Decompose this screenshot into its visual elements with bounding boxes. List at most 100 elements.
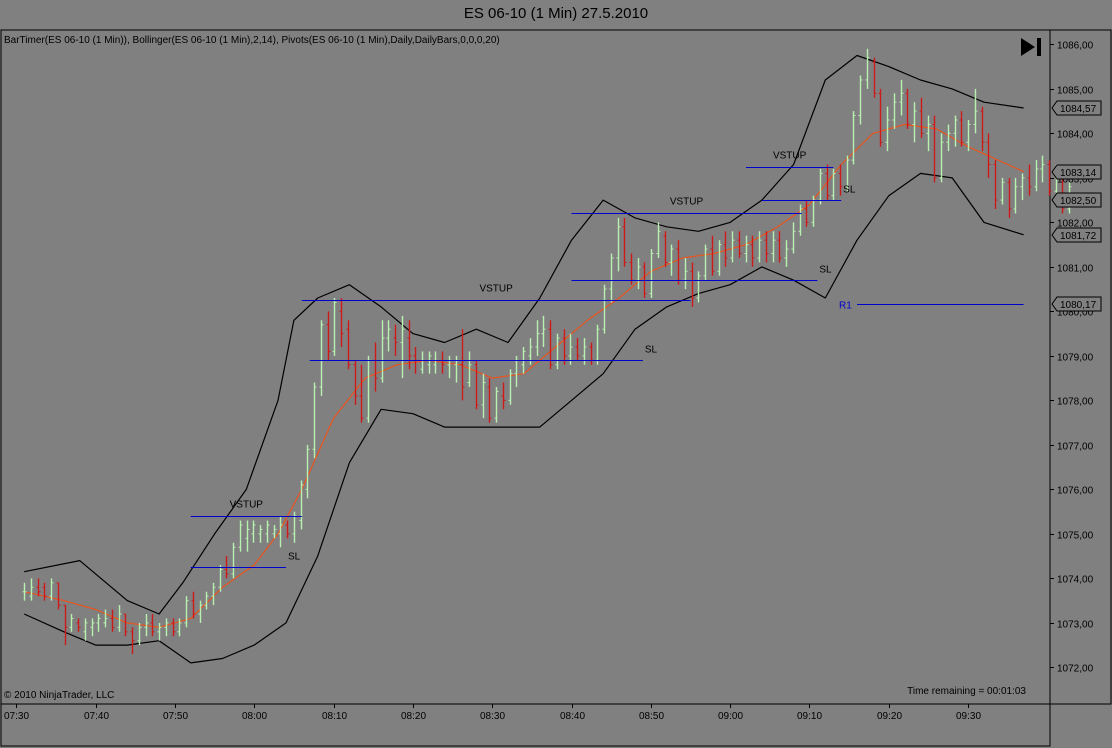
price-bar: [494, 387, 499, 423]
level-label: SL: [819, 265, 832, 276]
price-bar: [56, 582, 61, 610]
price-marker: 1080,17: [1051, 296, 1102, 312]
price-bar: [326, 311, 331, 361]
price-bar: [595, 324, 600, 365]
price-bar: [508, 369, 513, 405]
price-bar: [616, 217, 621, 272]
price-bar: [602, 284, 607, 334]
price-bar: [460, 329, 465, 401]
price-bar: [137, 622, 142, 646]
price-bar: [386, 320, 391, 352]
price-bar: [69, 613, 74, 632]
time-tick-label: 09:00: [718, 711, 743, 722]
time-tick-label: 08:40: [560, 711, 585, 722]
price-bar: [49, 578, 54, 601]
price-tick-label: 1080,00: [1057, 308, 1094, 319]
price-marker-label: 1081,72: [1060, 231, 1097, 242]
price-bar: [42, 582, 47, 601]
price-bar: [467, 351, 472, 388]
indicator-description: BarTimer(ES 06-10 (1 Min)), Bollinger(ES…: [4, 35, 500, 46]
price-bar: [103, 609, 108, 628]
level-label: SL: [645, 345, 658, 356]
price-bar: [332, 298, 337, 356]
price-bar: [191, 591, 196, 619]
price-bar: [899, 79, 904, 116]
price-axis-frame: [1049, 29, 1112, 705]
price-bar: [63, 604, 68, 646]
window-title: ES 06-10 (1 Min) 27.5.2010: [463, 5, 649, 22]
price-bar: [305, 444, 310, 499]
skip-to-end-icon[interactable]: [1021, 38, 1041, 56]
price-bar: [548, 320, 553, 370]
bollinger-bands: [23, 54, 1024, 664]
price-bar: [589, 342, 594, 365]
plot-frame: [0, 29, 1051, 705]
price-bar: [278, 516, 283, 548]
level-label: VSTUP: [230, 500, 264, 511]
price-bar: [1034, 160, 1039, 192]
price-bar: [1047, 160, 1052, 196]
price-bar: [265, 520, 270, 543]
price-bar: [804, 200, 809, 227]
price-tick-label: 1076,00: [1057, 486, 1094, 497]
price-bar: [238, 520, 243, 552]
time-tick-label: 07:50: [163, 711, 188, 722]
level-label: SL: [843, 185, 856, 196]
price-bar: [744, 235, 749, 263]
price-bar: [373, 342, 378, 392]
price-bar: [723, 231, 728, 267]
level-vstup: VSTUP: [571, 197, 802, 214]
price-bar: [353, 360, 358, 405]
level-sl: SL: [190, 552, 301, 568]
price-bar: [1020, 173, 1025, 201]
price-bar: [710, 235, 715, 276]
price-tick-label: 1078,00: [1057, 397, 1094, 408]
price-axis: 1072,00 1073,00 1074,00 1075,00 1076,00 1077,…: [1050, 41, 1094, 675]
price-tick-label: 1081,00: [1057, 264, 1094, 275]
price-bar: [454, 355, 459, 383]
level-r1: R1: [839, 301, 1024, 312]
price-bar: [825, 164, 830, 201]
price-bar: [932, 115, 937, 183]
price-bar: [791, 222, 796, 254]
time-tick-label: 08:10: [322, 711, 347, 722]
price-bar: [568, 333, 573, 365]
price-bar: [629, 253, 634, 285]
price-bar: [838, 164, 843, 196]
price-bar: [447, 355, 452, 379]
price-bar: [359, 364, 364, 423]
price-bar: [380, 320, 385, 383]
level-sl: SL: [309, 345, 658, 361]
time-axis: 07:30 07:40 07:50 08:00 08:10 08:20 08:30 08:40…: [4, 704, 981, 722]
price-bar: [669, 244, 674, 276]
price-bar: [150, 613, 155, 637]
price-bar: [211, 582, 216, 606]
price-bar: [717, 240, 722, 276]
price-marker: 1082,50: [1051, 192, 1102, 208]
price-bar: [831, 168, 836, 201]
price-bar: [926, 115, 931, 152]
price-bar: [622, 217, 627, 267]
price-bar: [407, 320, 412, 370]
price-bar: [258, 524, 263, 543]
price-bar: [144, 613, 149, 637]
price-bar: [433, 351, 438, 374]
price-bar: [272, 524, 277, 539]
price-bar: [393, 324, 398, 356]
price-bar: [481, 373, 486, 419]
price-bar: [400, 315, 405, 379]
price-bar: [535, 320, 540, 356]
price-bar: [285, 520, 290, 539]
price-bar: [663, 231, 668, 267]
price-tick-label: 1084,00: [1057, 130, 1094, 141]
price-bar: [346, 320, 351, 370]
level-sl: SL: [761, 185, 856, 201]
price-bar: [218, 565, 223, 592]
price-marker: 1083,14: [1051, 164, 1102, 180]
price-bar: [487, 378, 492, 423]
price-bar: [973, 88, 978, 134]
price-marker-label: 1083,14: [1060, 168, 1097, 179]
price-bar: [1000, 177, 1005, 205]
